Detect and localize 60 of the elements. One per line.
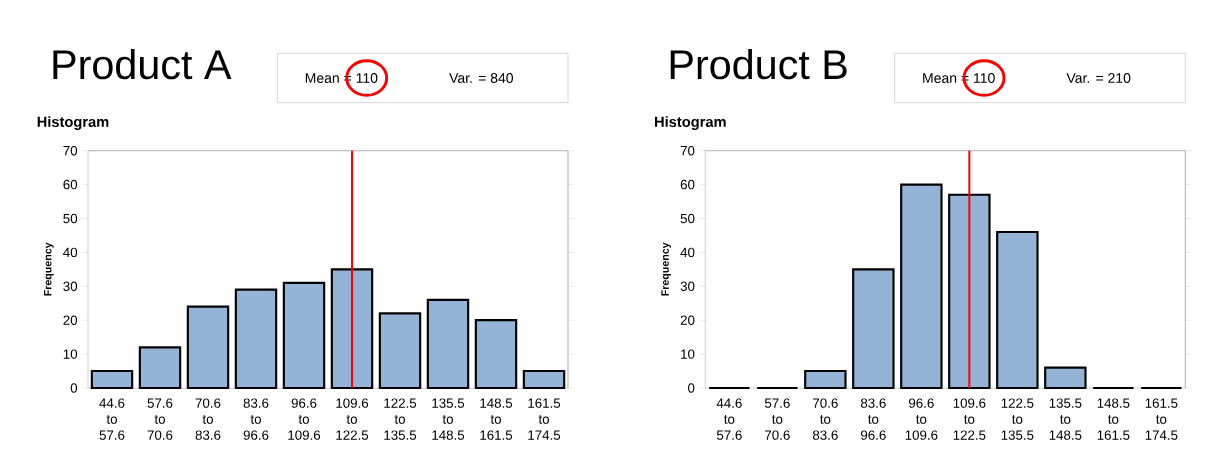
y-tick-label: 70 — [63, 145, 78, 156]
bar — [186, 305, 230, 390]
y-tick-label: 70 — [680, 145, 695, 156]
y-tick-label: 50 — [680, 213, 695, 224]
x-tick-label: 109.6 to 122.5 — [336, 398, 369, 440]
bar — [522, 369, 566, 390]
y-tick-label: 30 — [63, 281, 78, 291]
y-tick-label: 40 — [680, 247, 695, 258]
y-tick-label: 20 — [680, 315, 695, 325]
x-tick-label: 109.6 to 122.5 — [953, 398, 986, 440]
y-axis-title: Frequency — [44, 242, 54, 296]
y-tick-label: 10 — [63, 349, 78, 359]
y-tick-label: 20 — [63, 315, 78, 325]
x-tick-label: 122.5 to 135.5 — [1001, 398, 1034, 440]
x-tick-label: 70.6 to 83.6 — [195, 398, 221, 440]
x-tick-label: 57.6 to 70.6 — [764, 398, 790, 440]
x-tick-label: 44.6 to 57.6 — [716, 398, 742, 440]
chart-title: Product B — [670, 48, 847, 80]
bar — [426, 298, 470, 390]
bar — [1044, 366, 1087, 390]
bar — [996, 230, 1039, 390]
bar — [378, 312, 422, 390]
x-tick-label: 135.5 to 148.5 — [432, 398, 465, 440]
x-tick-label: 83.6 to 96.6 — [860, 398, 886, 440]
x-tick-label: 96.6 to 109.6 — [288, 398, 321, 440]
y-tick-label: 0 — [70, 383, 78, 393]
y-tick-label: 50 — [63, 213, 78, 224]
bar — [282, 281, 326, 390]
x-tick-label: 122.5 to 135.5 — [384, 398, 417, 440]
y-axis-title: Frequency — [661, 242, 671, 296]
bar — [330, 268, 374, 390]
x-tick-label: 96.6 to 109.6 — [905, 398, 938, 440]
bar — [474, 319, 518, 390]
x-tick-label: 148.5 to 161.5 — [1097, 398, 1130, 440]
bar — [900, 183, 943, 390]
bar — [234, 288, 278, 390]
bar — [852, 268, 895, 390]
text: Var. = 210 — [1066, 73, 1131, 83]
y-tick-label: 0 — [688, 383, 695, 393]
bar — [138, 346, 182, 390]
y-tick-label: 60 — [680, 179, 695, 190]
chart-title: Product A — [53, 48, 232, 80]
chart-subtitle: Histogram — [655, 116, 726, 130]
text: Var. = 840 — [449, 73, 514, 83]
x-tick-label: 83.6 to 96.6 — [243, 398, 269, 440]
x-tick-label: 57.6 to 70.6 — [147, 398, 173, 440]
bar — [90, 369, 134, 390]
y-tick-label: 30 — [680, 281, 695, 291]
x-tick-label: 161.5 to 174.5 — [1145, 398, 1178, 440]
bar — [804, 369, 847, 390]
x-tick-label: 70.6 to 83.6 — [812, 398, 838, 440]
x-tick-label: 161.5 to 174.5 — [528, 398, 561, 440]
y-tick-label: 60 — [63, 179, 78, 190]
y-tick-label: 40 — [63, 247, 78, 258]
x-tick-label: 44.6 to 57.6 — [99, 398, 125, 440]
bar — [948, 193, 991, 390]
y-tick-label: 10 — [681, 349, 695, 359]
x-tick-label: 135.5 to 148.5 — [1049, 398, 1082, 440]
x-tick-label: 148.5 to 161.5 — [480, 398, 513, 440]
chart-subtitle: Histogram — [37, 116, 109, 130]
